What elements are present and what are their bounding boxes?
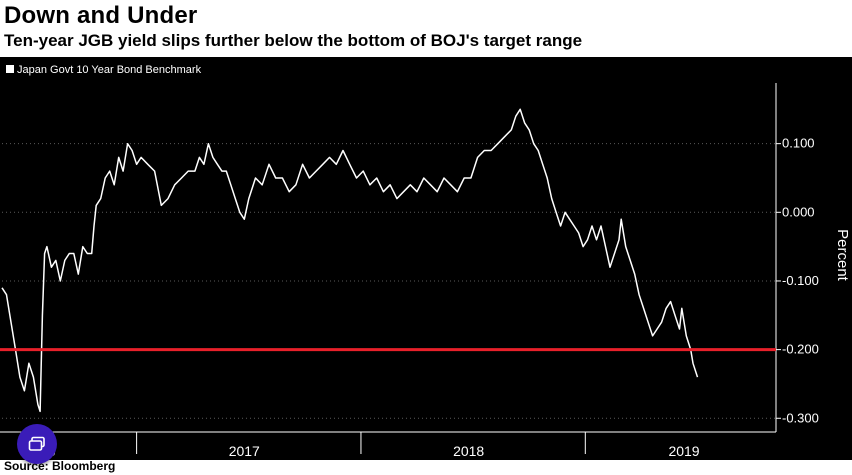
y-tick-label: -0.300 — [782, 410, 819, 425]
page-subtitle: Ten-year JGB yield slips further below t… — [4, 31, 583, 50]
y-axis-label: Percent — [834, 229, 851, 282]
legend-swatch — [6, 65, 14, 73]
series-line-jgb-10y — [1, 108, 699, 413]
y-tick-label: -0.200 — [782, 342, 819, 357]
legend: Japan Govt 10 Year Bond Benchmark — [6, 64, 202, 76]
y-tick-label: 0.000 — [782, 204, 815, 219]
y-tick-label: 0.100 — [782, 136, 815, 151]
legend-label: Japan Govt 10 Year Bond Benchmark — [17, 64, 202, 76]
picture-in-picture-icon — [28, 436, 45, 451]
page-title: Down and Under — [4, 2, 198, 29]
picture-in-picture-button[interactable] — [17, 424, 57, 464]
grid-lines — [2, 143, 776, 419]
x-tick-label: 2019 — [668, 443, 699, 459]
line-chart: -0.300-0.200-0.1000.0000.100201620172018… — [0, 64, 851, 459]
source-note: Source: Bloomberg — [4, 459, 116, 473]
series-layer — [1, 108, 699, 413]
x-tick-label: 2017 — [229, 443, 260, 459]
chart-panel: -0.300-0.200-0.1000.0000.100201620172018… — [0, 57, 852, 460]
y-tick-label: -0.100 — [782, 273, 819, 288]
x-tick-label: 2018 — [453, 443, 484, 459]
axes: -0.300-0.200-0.1000.0000.100201620172018… — [0, 83, 819, 459]
